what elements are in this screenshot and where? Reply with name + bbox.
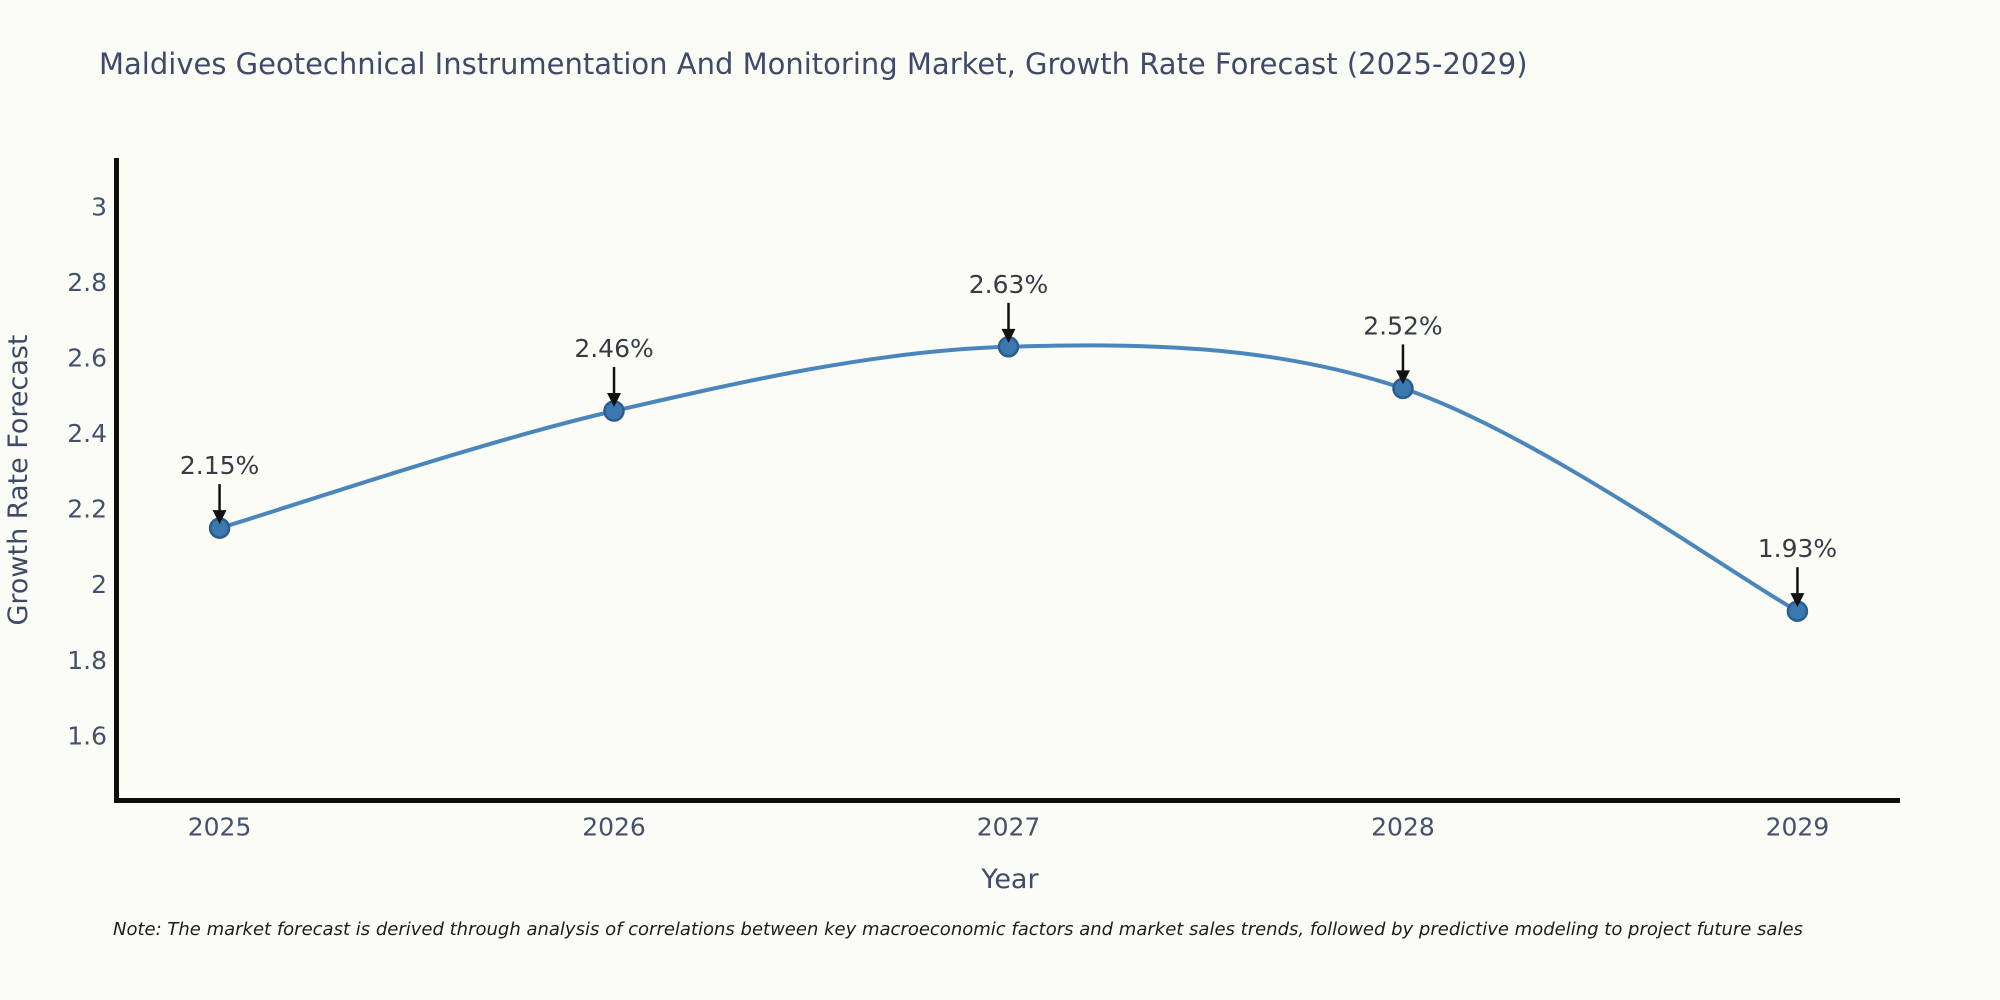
x-tick-label: 2028	[1371, 813, 1435, 842]
point-annotation-label: 2.15%	[180, 451, 259, 480]
y-tick-label: 1.8	[67, 646, 107, 675]
x-axis-title: Year	[980, 864, 1039, 895]
annotation-arrow-head	[1395, 370, 1410, 385]
series-line	[217, 343, 1800, 614]
y-tick-label: 2.4	[67, 419, 107, 448]
annotation-arrow-head	[212, 510, 227, 525]
point-annotation: 2.52%	[1363, 311, 1443, 385]
point-annotation-label: 2.52%	[1363, 311, 1442, 340]
y-axis-tick-labels: 3 2.8 2.6 2.4 2.2 2 1.8 1.6	[67, 193, 107, 751]
y-tick-label: 2	[91, 570, 107, 599]
point-annotation-label: 1.93%	[1758, 534, 1837, 563]
y-axis-title: Growth Rate Forecast	[3, 334, 34, 625]
point-annotation: 1.93%	[1758, 534, 1837, 608]
x-tick-label: 2026	[582, 813, 646, 842]
point-annotation-label: 2.63%	[969, 270, 1048, 299]
data-point-markers	[208, 336, 1809, 622]
annotation-arrow-head	[607, 393, 622, 408]
footnote-text: Note: The market forecast is derived thr…	[113, 919, 1803, 940]
x-axis-tick-labels: 2025 2026 2027 2028 2029	[188, 813, 1830, 842]
y-tick-label: 3	[91, 193, 107, 222]
point-annotations: 2.15% 2.46% 2.63% 2.52% 1.93%	[180, 270, 1837, 608]
y-axis-spine	[114, 158, 119, 803]
point-annotation: 2.63%	[969, 270, 1048, 343]
y-tick-label: 2.8	[67, 268, 107, 297]
point-annotation-label: 2.46%	[574, 334, 653, 363]
x-tick-label: 2029	[1766, 813, 1830, 842]
y-tick-label: 1.6	[67, 721, 107, 750]
annotation-arrow-head	[1001, 328, 1016, 343]
axis-spines	[114, 158, 1900, 803]
point-annotation: 2.46%	[574, 334, 654, 408]
point-annotation: 2.15%	[180, 451, 259, 525]
annotation-arrow-head	[1790, 593, 1805, 608]
chart-title: Maldives Geotechnical Instrumentation An…	[99, 47, 1528, 81]
y-tick-label: 2.2	[67, 495, 107, 524]
y-tick-label: 2.6	[67, 344, 107, 373]
x-axis-spine	[114, 798, 1900, 803]
x-tick-label: 2027	[977, 813, 1041, 842]
footnote: Note: The market forecast is derived thr…	[113, 919, 1803, 940]
x-tick-label: 2025	[188, 813, 252, 842]
